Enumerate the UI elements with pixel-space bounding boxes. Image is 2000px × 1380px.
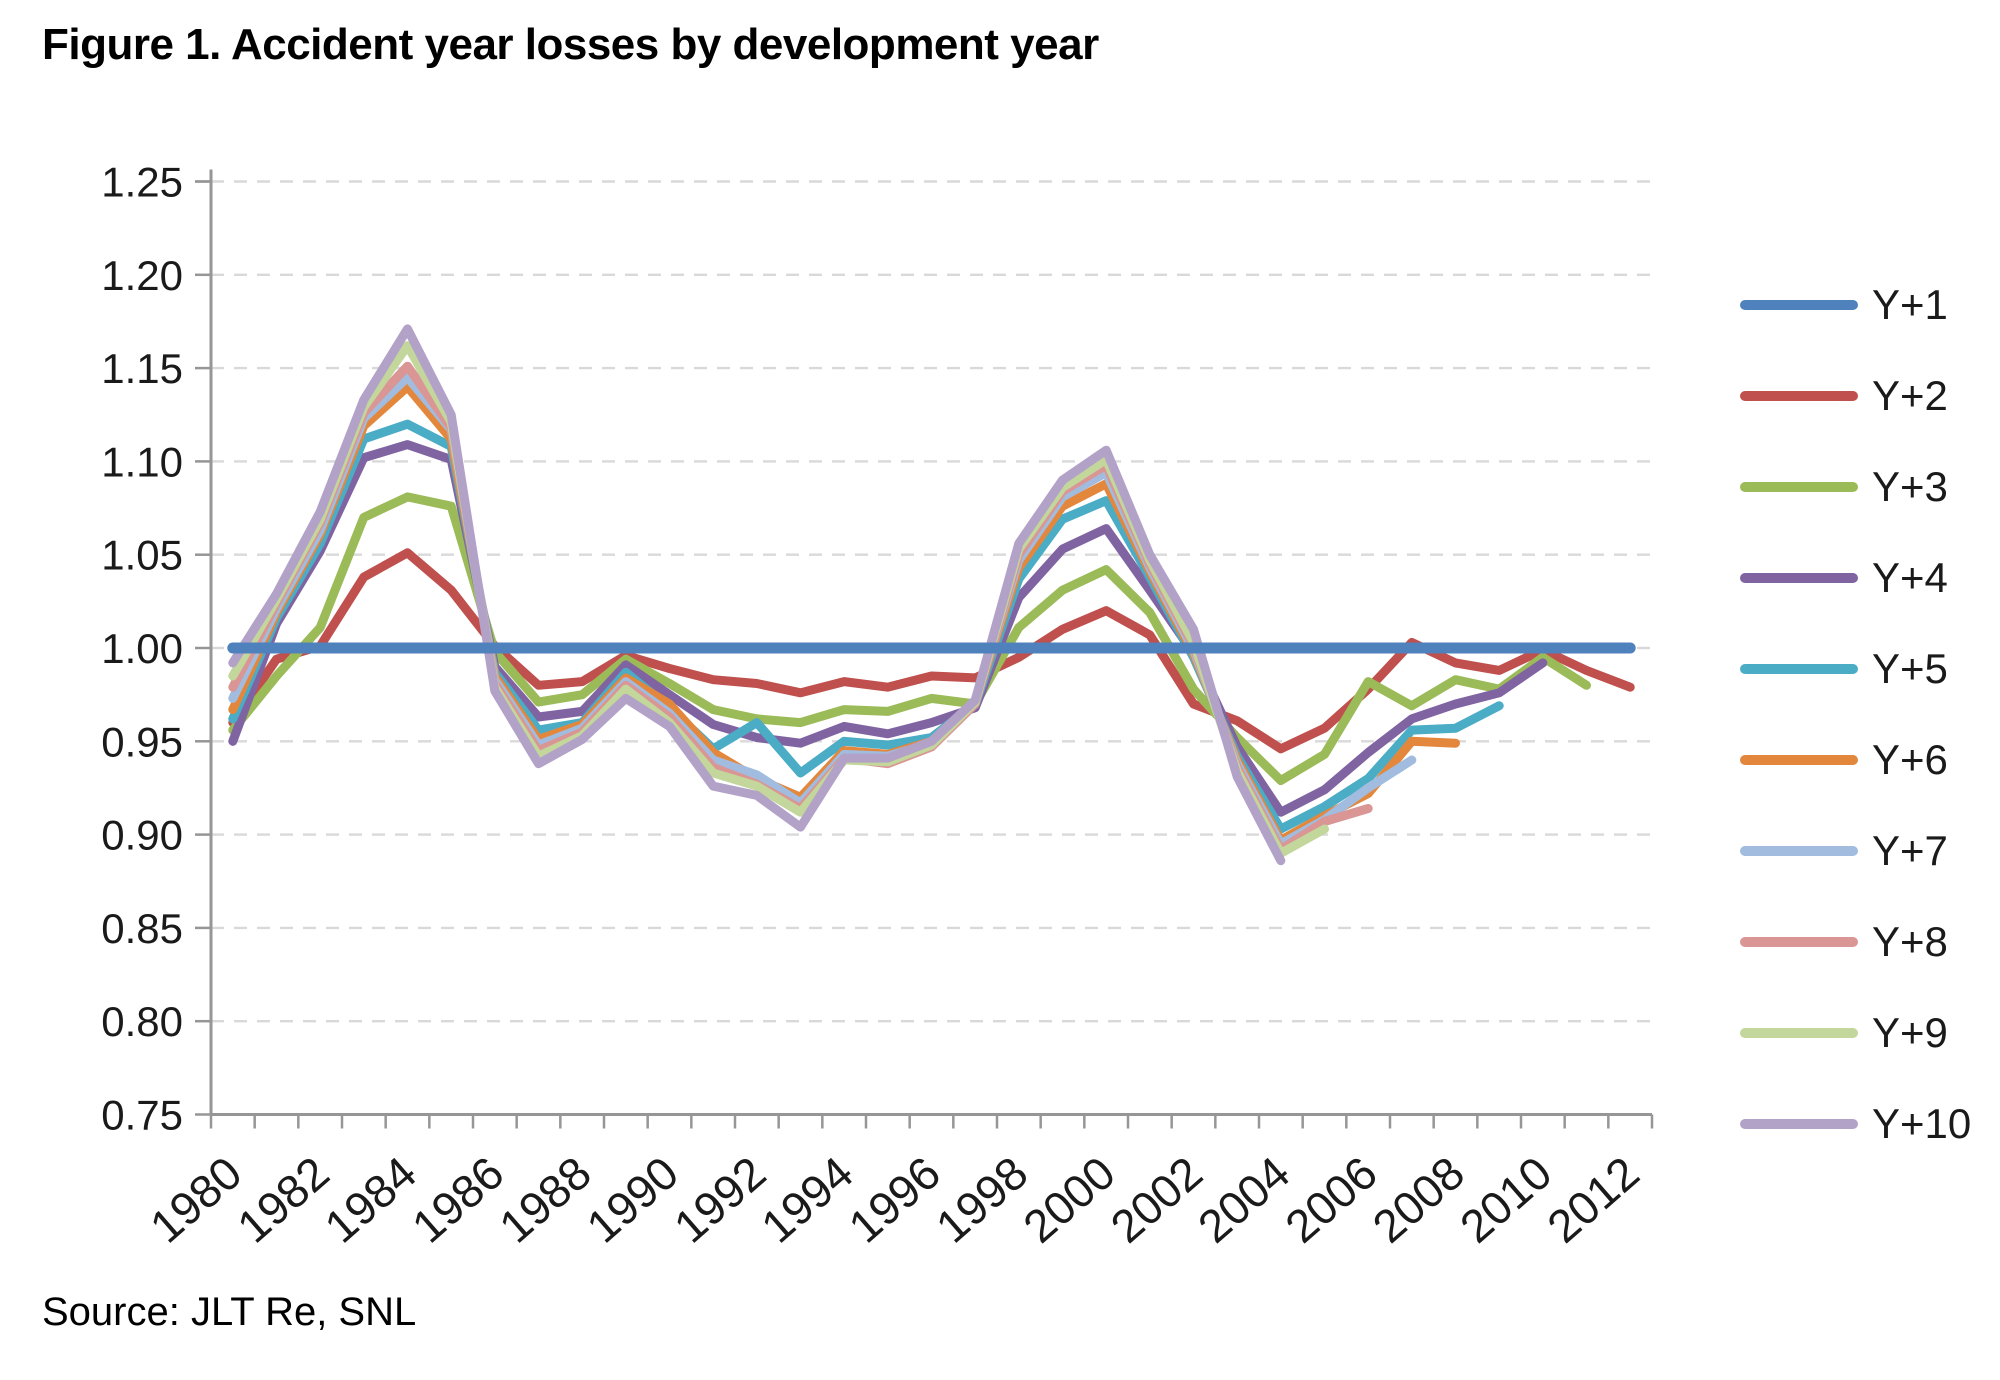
source-note: Source: JLT Re, SNL	[42, 1290, 417, 1334]
legend-label: Y+7	[1872, 827, 1948, 874]
chart-legend: Y+1 Y+2 Y+3 Y+4 Y+5 Y+6 Y+7 Y+8 Y+9 Y+10	[1740, 0, 2000, 1380]
x-axis-label: 1986	[402, 1146, 513, 1252]
figure-title: Figure 1. Accident year losses by develo…	[42, 20, 1099, 69]
legend-label: Y+4	[1872, 554, 1948, 601]
legend-item-y1: Y+1	[1740, 280, 1948, 330]
x-axis-label: 2010	[1450, 1146, 1561, 1252]
y-axis-label: 0.80	[101, 998, 183, 1045]
y-axis-label: 0.75	[101, 1092, 183, 1139]
x-axis-label: 2002	[1101, 1146, 1212, 1252]
x-axis-label: 1984	[315, 1146, 426, 1252]
legend-swatch-y10	[1740, 1119, 1858, 1129]
x-axis-label: 1992	[664, 1146, 775, 1252]
x-axis-label: 2006	[1275, 1146, 1386, 1252]
x-axis-label: 1980	[140, 1146, 251, 1252]
legend-swatch-y8	[1740, 937, 1858, 947]
legend-label: Y+8	[1872, 918, 1948, 965]
x-axis-label: 1996	[839, 1146, 950, 1252]
legend-item-y9: Y+9	[1740, 1008, 1948, 1058]
legend-label: Y+5	[1872, 645, 1948, 692]
legend-swatch-y1	[1740, 300, 1858, 310]
legend-swatch-y4	[1740, 573, 1858, 583]
legend-label: Y+6	[1872, 736, 1948, 783]
x-axis-label: 1994	[751, 1146, 862, 1252]
legend-item-y5: Y+5	[1740, 644, 1948, 694]
legend-swatch-y2	[1740, 391, 1858, 401]
y-axis-label: 1.10	[101, 438, 183, 485]
legend-label: Y+3	[1872, 463, 1948, 510]
x-axis-label: 2004	[1188, 1146, 1299, 1252]
legend-item-y10: Y+10	[1740, 1099, 1971, 1149]
y-axis-label: 1.20	[101, 252, 183, 299]
legend-item-y7: Y+7	[1740, 826, 1948, 876]
x-axis-label: 1988	[489, 1146, 600, 1252]
legend-swatch-y7	[1740, 846, 1858, 856]
series-line-y10	[228, 324, 1286, 866]
y-axis-label: 1.25	[101, 159, 183, 206]
legend-item-y3: Y+3	[1740, 462, 1948, 512]
legend-swatch-y6	[1740, 755, 1858, 765]
series-line-y2	[228, 548, 1635, 754]
legend-label: Y+9	[1872, 1009, 1948, 1056]
x-axis-label: 2008	[1363, 1146, 1474, 1252]
legend-label: Y+10	[1872, 1100, 1972, 1147]
legend-label: Y+2	[1872, 372, 1948, 419]
y-axis-label: 1.15	[101, 345, 183, 392]
legend-item-y4: Y+4	[1740, 553, 1948, 603]
legend-item-y8: Y+8	[1740, 917, 1948, 967]
series-line-y3	[228, 492, 1591, 785]
legend-swatch-y3	[1740, 482, 1858, 492]
x-axis-label: 1990	[577, 1146, 688, 1252]
x-axis-label: 1982	[227, 1146, 338, 1252]
y-axis-label: 1.05	[101, 532, 183, 579]
x-axis-label: 1998	[926, 1146, 1037, 1252]
legend-swatch-y5	[1740, 664, 1858, 674]
series-line-y5	[228, 419, 1504, 834]
y-axis-label: 1.00	[101, 625, 183, 672]
legend-item-y6: Y+6	[1740, 735, 1948, 785]
legend-swatch-y9	[1740, 1028, 1858, 1038]
y-axis-label: 0.85	[101, 905, 183, 952]
x-axis-label: 2012	[1537, 1146, 1648, 1252]
legend-item-y2: Y+2	[1740, 371, 1948, 421]
y-axis-label: 0.90	[101, 812, 183, 859]
legend-label: Y+1	[1872, 281, 1948, 328]
y-axis-label: 0.95	[101, 718, 183, 765]
x-axis-label: 2000	[1013, 1146, 1124, 1252]
